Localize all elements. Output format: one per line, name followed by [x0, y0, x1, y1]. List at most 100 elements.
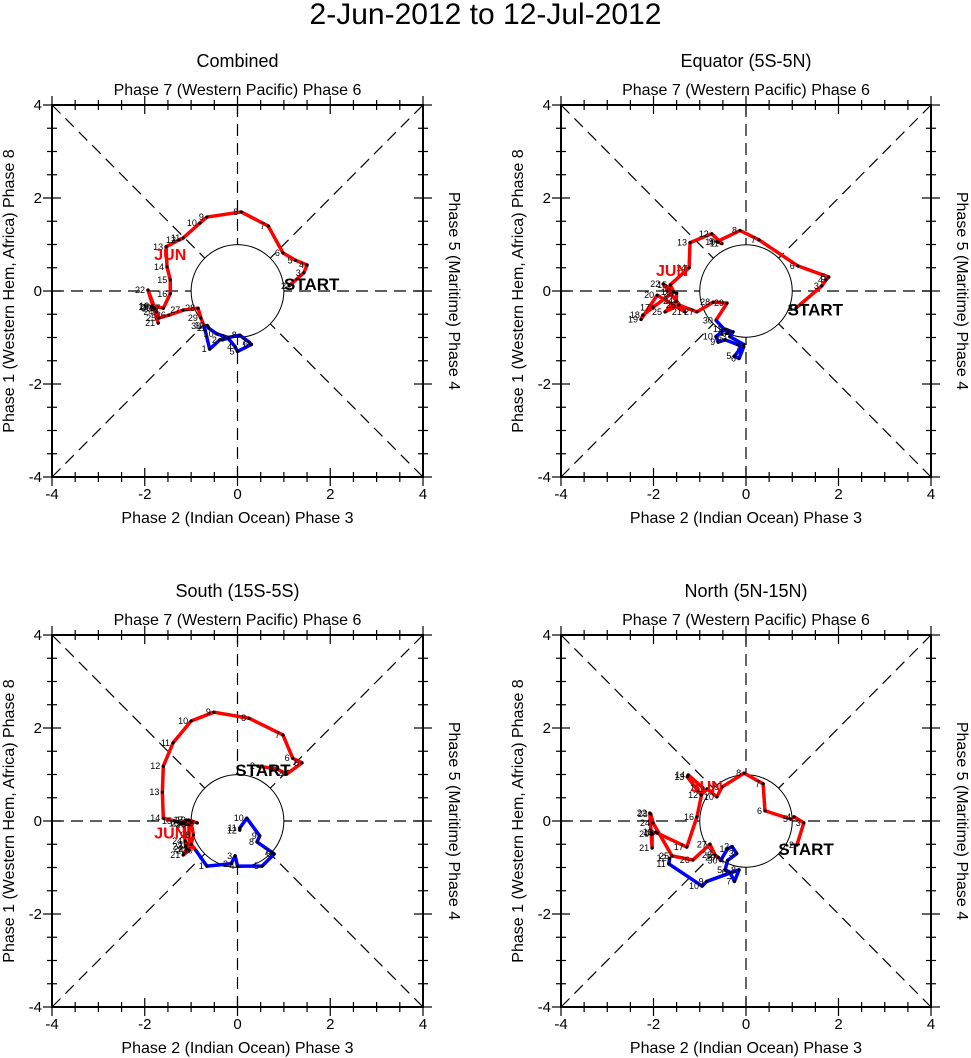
day-marker: [291, 756, 295, 760]
day-label: 6: [790, 261, 795, 271]
day-marker: [238, 826, 242, 830]
day-label: 2: [725, 327, 730, 337]
day-marker: [300, 761, 304, 765]
month-label-jun: JUN: [154, 247, 186, 264]
day-marker: [168, 278, 172, 282]
day-label: 10: [689, 881, 699, 891]
day-marker: [187, 848, 191, 852]
day-marker: [281, 251, 285, 255]
day-marker: [181, 853, 185, 857]
top-axis-label: Phase 7 (Western Pacific) Phase 6: [114, 612, 362, 629]
day-label: 8: [717, 335, 722, 345]
day-label: 9: [220, 333, 225, 343]
day-label: 7: [264, 847, 269, 857]
day-marker: [654, 830, 658, 834]
day-marker: [212, 710, 216, 714]
diagonal-line: [51, 634, 424, 1008]
day-marker: [737, 868, 741, 872]
day-label: 5: [287, 255, 292, 265]
y-tick-label: 4: [543, 97, 551, 114]
day-marker: [720, 241, 724, 246]
x-tick-label: -2: [138, 486, 151, 503]
day-marker: [180, 821, 184, 825]
x-axis-label: Phase 2 (Indian Ocean) Phase 3: [121, 1040, 353, 1057]
day-label: 2: [212, 335, 217, 345]
y-tick-label: 4: [543, 627, 551, 644]
day-label: 29: [705, 852, 715, 862]
day-marker: [686, 773, 690, 777]
day-marker: [795, 843, 799, 847]
day-marker: [161, 306, 165, 310]
day-marker: [247, 340, 251, 344]
day-marker: [742, 345, 746, 349]
day-label: 4: [786, 812, 791, 822]
day-marker: [723, 338, 727, 342]
x-tick-label: -4: [554, 1016, 567, 1033]
day-label: 7: [751, 235, 756, 245]
day-marker: [302, 271, 306, 275]
day-label: 5: [229, 346, 234, 356]
day-label: 17: [674, 842, 684, 852]
x-tick-label: 2: [326, 1016, 334, 1033]
x-tick-label: 0: [742, 486, 750, 503]
day-marker: [184, 818, 189, 822]
y-axis-label: Phase 1 (Western Hem, Africa) Phase 8: [1, 149, 18, 432]
day-label: 19: [176, 815, 186, 825]
day-marker: [205, 864, 209, 868]
day-marker: [207, 326, 211, 330]
day-label: 2: [788, 303, 793, 313]
day-marker: [674, 299, 678, 303]
day-label: 30: [191, 321, 201, 331]
panel-equator-5s-5n: Equator (5S-5N) Phase 7 (Western Pacific)…: [510, 51, 970, 527]
day-marker: [761, 782, 765, 786]
day-label: 24: [143, 307, 153, 317]
day-marker: [281, 733, 285, 737]
day-marker: [168, 292, 172, 296]
day-marker: [235, 349, 240, 354]
day-marker: [720, 785, 724, 789]
day-marker: [233, 345, 237, 349]
day-label: 1: [202, 344, 207, 354]
day-label: 27: [684, 307, 694, 317]
day-marker: [171, 741, 175, 745]
day-marker: [714, 334, 718, 339]
day-marker: [725, 847, 730, 851]
day-label: 17: [640, 302, 650, 312]
day-marker: [737, 356, 741, 361]
day-label: 8: [731, 865, 736, 875]
x-tick-label: 4: [419, 1016, 427, 1033]
day-marker: [146, 288, 150, 292]
day-label: 2: [223, 859, 228, 869]
day-marker: [165, 265, 169, 269]
day-marker: [177, 238, 181, 242]
panel-title: South (15S-5S): [175, 581, 299, 601]
day-marker: [742, 771, 746, 775]
day-label: 13: [149, 787, 159, 797]
right-axis-label: Phase 5 (Maritime) Phase 4: [445, 722, 462, 920]
day-label: 22: [637, 808, 647, 818]
x-tick-label: -2: [647, 1016, 660, 1033]
day-label: 28: [702, 850, 712, 860]
day-label: 22: [135, 285, 145, 295]
day-marker: [668, 283, 672, 287]
y-tick-label: -4: [29, 999, 42, 1016]
day-label: 3: [296, 268, 301, 278]
day-label: 10: [204, 329, 214, 339]
day-label: 20: [644, 290, 654, 300]
day-marker: [723, 327, 727, 331]
day-label: 16: [169, 818, 179, 828]
y-tick-label: -2: [538, 376, 551, 393]
day-label: 11: [171, 233, 180, 243]
right-axis-label: Phase 5 (Maritime) Phase 4: [445, 192, 462, 390]
day-marker: [195, 821, 199, 825]
day-label: 27: [170, 305, 180, 315]
panel-title: Equator (5S-5N): [680, 51, 811, 71]
y-tick-label: 0: [543, 813, 551, 830]
day-marker: [187, 818, 191, 822]
day-marker: [215, 332, 219, 336]
day-marker: [154, 310, 158, 314]
day-marker: [672, 290, 676, 294]
day-label: 15: [690, 783, 700, 793]
day-marker: [691, 858, 695, 862]
